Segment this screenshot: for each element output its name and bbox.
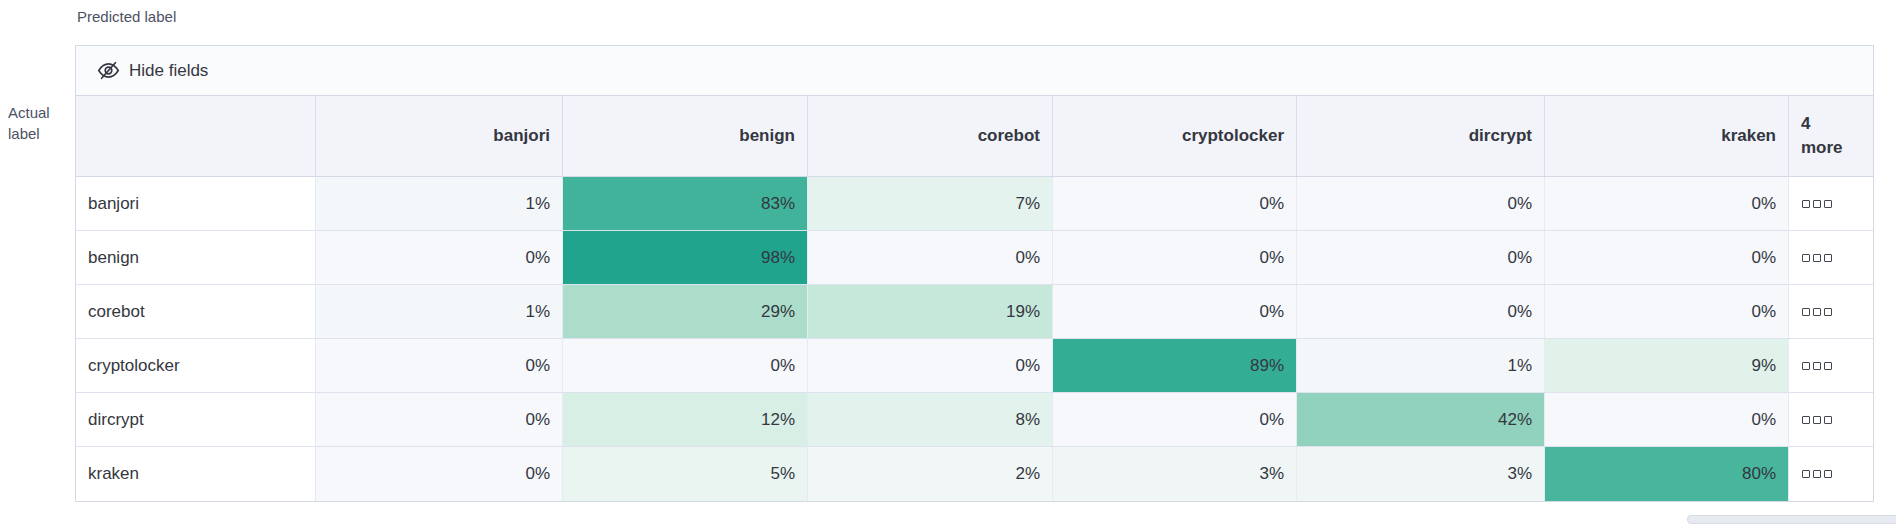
more-columns-label: 4 more xyxy=(1801,112,1847,160)
matrix-cell[interactable]: 12% xyxy=(562,393,807,446)
ellipsis-squares-icon xyxy=(1802,308,1832,316)
actual-label: Actual label xyxy=(8,102,50,144)
row-label-cell[interactable]: banjori xyxy=(76,177,315,230)
horizontal-scrollbar-thumb[interactable] xyxy=(1687,515,1896,524)
matrix-cell[interactable]: 2% xyxy=(807,447,1052,501)
matrix-cell[interactable]: 83% xyxy=(562,177,807,230)
ellipsis-squares-icon xyxy=(1802,416,1832,424)
row-label-cell[interactable]: cryptolocker xyxy=(76,339,315,392)
column-header-dircrypt[interactable]: dircrypt xyxy=(1296,96,1544,176)
matrix-cell[interactable]: 0% xyxy=(315,447,562,501)
column-header-cryptolocker[interactable]: cryptolocker xyxy=(1052,96,1296,176)
matrix-row-kraken: kraken0%5%2%3%3%80% xyxy=(76,447,1873,501)
row-label-cell[interactable]: kraken xyxy=(76,447,315,501)
matrix-cell[interactable]: 0% xyxy=(1052,285,1296,338)
ellipsis-squares-icon xyxy=(1802,254,1832,262)
matrix-cell[interactable]: 1% xyxy=(315,177,562,230)
matrix-cell[interactable]: 0% xyxy=(1544,231,1788,284)
actual-label-line1: Actual xyxy=(8,102,50,123)
matrix-cell[interactable]: 80% xyxy=(1544,447,1788,501)
matrix-row-banjori: banjori1%83%7%0%0%0% xyxy=(76,177,1873,231)
row-label-cell[interactable]: dircrypt xyxy=(76,393,315,446)
matrix-cell[interactable]: 42% xyxy=(1296,393,1544,446)
matrix-cell[interactable]: 0% xyxy=(1544,177,1788,230)
matrix-cell[interactable]: 0% xyxy=(807,231,1052,284)
matrix-cell[interactable]: 7% xyxy=(807,177,1052,230)
row-label-cell[interactable]: corebot xyxy=(76,285,315,338)
matrix-cell[interactable]: 89% xyxy=(1052,339,1296,392)
ellipsis-squares-icon xyxy=(1802,362,1832,370)
matrix-cell[interactable]: 9% xyxy=(1544,339,1788,392)
matrix-cell[interactable]: 0% xyxy=(1052,177,1296,230)
more-cell[interactable] xyxy=(1788,177,1873,230)
matrix-cell[interactable]: 0% xyxy=(1544,285,1788,338)
column-header-more[interactable]: 4 more xyxy=(1788,96,1873,176)
ellipsis-squares-icon xyxy=(1802,200,1832,208)
matrix-cell[interactable]: 19% xyxy=(807,285,1052,338)
eye-closed-icon xyxy=(97,59,120,82)
matrix-cell[interactable]: 0% xyxy=(1296,177,1544,230)
column-header-kraken[interactable]: kraken xyxy=(1544,96,1788,176)
ellipsis-squares-icon xyxy=(1802,470,1832,478)
matrix-cell[interactable]: 1% xyxy=(1296,339,1544,392)
grid-toolbar: Hide fields xyxy=(76,46,1873,96)
matrix-cell[interactable]: 0% xyxy=(315,393,562,446)
header-corner-cell xyxy=(76,96,315,176)
row-label-cell[interactable]: benign xyxy=(76,231,315,284)
column-header-corebot[interactable]: corebot xyxy=(807,96,1052,176)
matrix-row-cryptolocker: cryptolocker0%0%0%89%1%9% xyxy=(76,339,1873,393)
more-cell[interactable] xyxy=(1788,285,1873,338)
more-cell[interactable] xyxy=(1788,231,1873,284)
more-cell[interactable] xyxy=(1788,393,1873,446)
matrix-cell[interactable]: 5% xyxy=(562,447,807,501)
grid-body: banjori1%83%7%0%0%0%benign0%98%0%0%0%0%c… xyxy=(76,177,1873,501)
matrix-cell[interactable]: 0% xyxy=(1544,393,1788,446)
matrix-cell[interactable]: 98% xyxy=(562,231,807,284)
confusion-matrix-grid: Hide fields banjoribenigncorebotcryptolo… xyxy=(75,45,1874,502)
more-cell[interactable] xyxy=(1788,339,1873,392)
matrix-cell[interactable]: 0% xyxy=(1296,285,1544,338)
actual-label-line2: label xyxy=(8,123,50,144)
matrix-cell[interactable]: 3% xyxy=(1296,447,1544,501)
matrix-row-benign: benign0%98%0%0%0%0% xyxy=(76,231,1873,285)
matrix-cell[interactable]: 0% xyxy=(562,339,807,392)
header-row: banjoribenigncorebotcryptolockerdircrypt… xyxy=(76,96,1873,177)
matrix-cell[interactable]: 29% xyxy=(562,285,807,338)
matrix-cell[interactable]: 8% xyxy=(807,393,1052,446)
matrix-cell[interactable]: 0% xyxy=(315,339,562,392)
more-cell[interactable] xyxy=(1788,447,1873,501)
matrix-cell[interactable]: 0% xyxy=(1296,231,1544,284)
matrix-cell[interactable]: 1% xyxy=(315,285,562,338)
column-header-benign[interactable]: benign xyxy=(562,96,807,176)
column-header-banjori[interactable]: banjori xyxy=(315,96,562,176)
matrix-cell[interactable]: 0% xyxy=(1052,231,1296,284)
matrix-cell[interactable]: 3% xyxy=(1052,447,1296,501)
hide-fields-label: Hide fields xyxy=(129,62,208,79)
matrix-row-dircrypt: dircrypt0%12%8%0%42%0% xyxy=(76,393,1873,447)
matrix-row-corebot: corebot1%29%19%0%0%0% xyxy=(76,285,1873,339)
hide-fields-button[interactable]: Hide fields xyxy=(97,59,208,82)
matrix-cell[interactable]: 0% xyxy=(807,339,1052,392)
predicted-label: Predicted label xyxy=(77,6,176,27)
matrix-cell[interactable]: 0% xyxy=(315,231,562,284)
matrix-cell[interactable]: 0% xyxy=(1052,393,1296,446)
